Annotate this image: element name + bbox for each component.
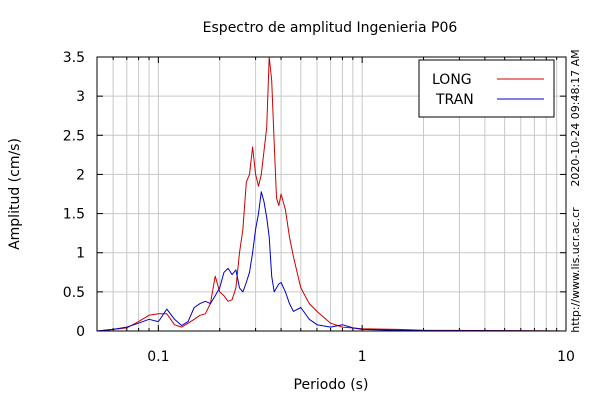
- y-tick-label: 3: [76, 89, 85, 105]
- series-lines: [96, 56, 567, 332]
- x-tick-label: 10: [557, 349, 575, 365]
- x-axis-label: Periodo (s): [294, 377, 369, 393]
- legend: LONG TRAN: [418, 59, 555, 118]
- y-tick-label: 1: [76, 246, 85, 262]
- y-tick-label: 2: [76, 167, 85, 183]
- y-tick-label: 2.5: [63, 128, 85, 144]
- axis-ticks: [96, 56, 566, 332]
- y-tick-label: 0.5: [63, 285, 85, 301]
- url-annotation: http://www.lis.ucr.ac.cr: [569, 207, 582, 333]
- y-tick-label: 0: [76, 324, 85, 340]
- y-tick-label: 1.5: [63, 207, 85, 223]
- plot-frame: [96, 56, 567, 332]
- y-tick-label: 3.5: [63, 50, 85, 66]
- legend-box: [418, 59, 555, 118]
- y-tick-labels: 0 0.5 1 1.5 2 2.5 3 3.5: [63, 50, 85, 340]
- chart-title: Espectro de amplitud Ingenieria P06: [203, 20, 458, 36]
- series-line-long: [96, 56, 567, 332]
- legend-label-long: LONG: [432, 72, 472, 88]
- timestamp-annotation: 2020-10-24 09:48:17 AM: [569, 49, 582, 186]
- series-line-tran: [96, 191, 567, 332]
- grid: [96, 56, 566, 332]
- y-axis-label: Amplitud (cm/s): [7, 138, 23, 250]
- x-tick-label: 0.1: [147, 349, 169, 365]
- x-tick-label: 1: [358, 349, 367, 365]
- x-tick-labels: 0.1 1 10: [147, 349, 575, 365]
- legend-label-tran: TRAN: [435, 92, 474, 108]
